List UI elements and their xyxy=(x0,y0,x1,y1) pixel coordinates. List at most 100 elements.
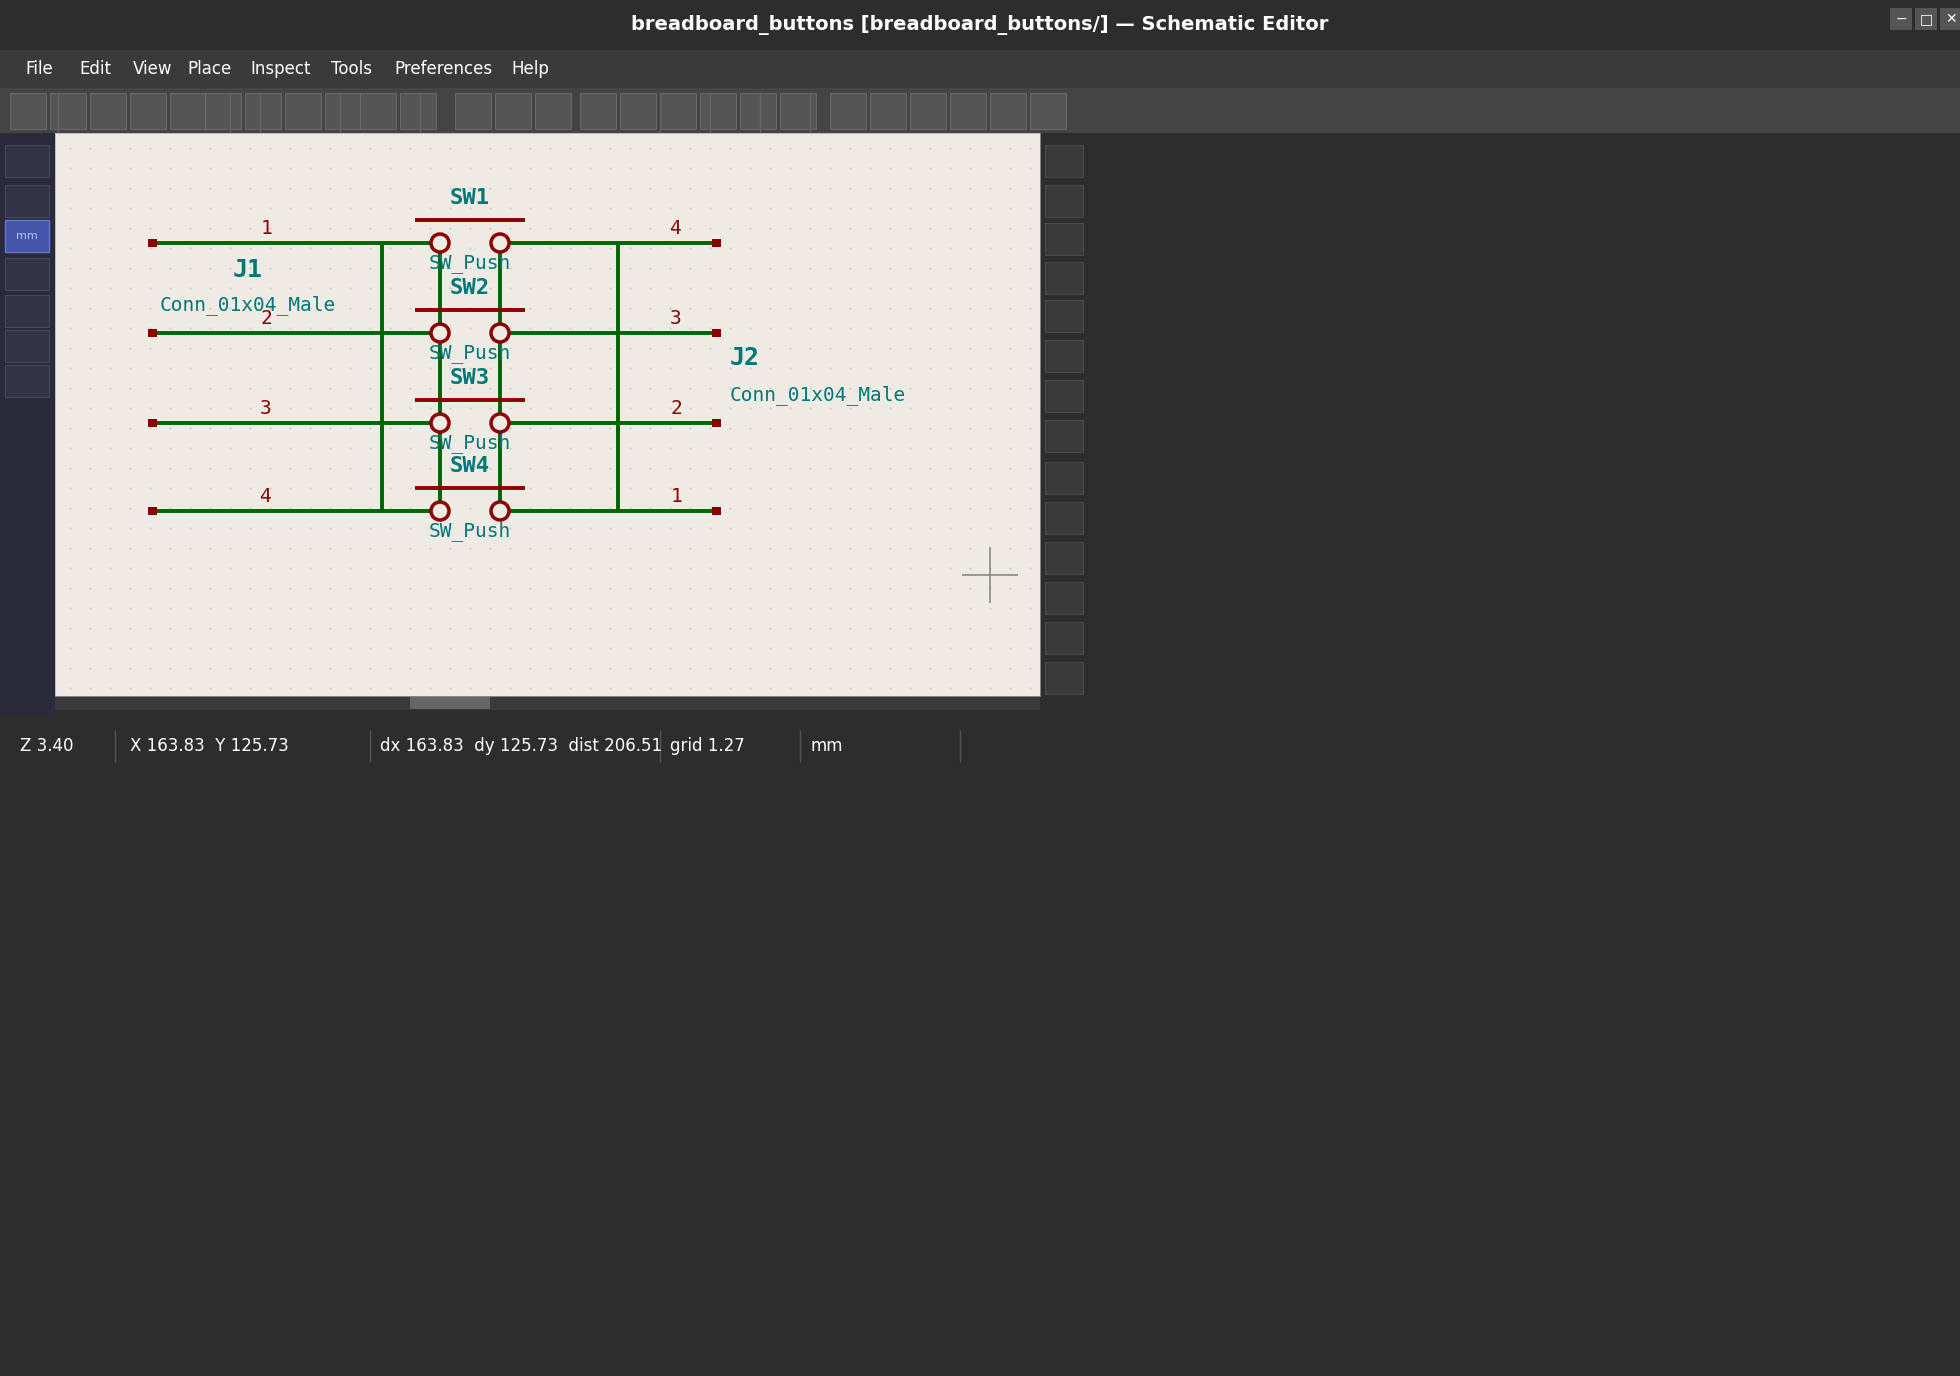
Text: J1: J1 xyxy=(233,259,263,282)
Bar xyxy=(780,94,815,129)
Text: Tools: Tools xyxy=(331,61,372,78)
Bar xyxy=(0,133,55,716)
Bar xyxy=(0,88,1960,136)
Bar xyxy=(10,94,45,129)
Bar xyxy=(410,698,490,709)
Bar xyxy=(1041,133,1090,696)
Text: 3: 3 xyxy=(261,399,272,418)
Text: Z 3.40: Z 3.40 xyxy=(20,738,74,755)
Bar xyxy=(284,94,321,129)
Bar xyxy=(171,94,206,129)
Bar xyxy=(129,94,167,129)
Text: dx 163.83  dy 125.73  dist 206.51: dx 163.83 dy 125.73 dist 206.51 xyxy=(380,738,662,755)
Text: 1: 1 xyxy=(670,487,682,506)
Text: grid 1.27: grid 1.27 xyxy=(670,738,745,755)
Text: Place: Place xyxy=(186,61,231,78)
Text: breadboard_buttons [breadboard_buttons/] — Schematic Editor: breadboard_buttons [breadboard_buttons/]… xyxy=(631,15,1329,34)
Bar xyxy=(90,94,125,129)
Bar xyxy=(1045,144,1084,178)
Bar xyxy=(6,294,49,327)
Text: SW_Push: SW_Push xyxy=(429,343,512,363)
Bar xyxy=(741,94,776,129)
Bar xyxy=(619,94,657,129)
Text: 1: 1 xyxy=(261,220,272,238)
Bar xyxy=(1045,462,1084,494)
Bar xyxy=(1940,8,1960,30)
Bar xyxy=(149,239,157,248)
Bar xyxy=(1045,223,1084,255)
Bar xyxy=(1045,662,1084,694)
Circle shape xyxy=(431,502,449,520)
Bar xyxy=(711,420,721,427)
Bar xyxy=(245,94,280,129)
Text: SW_Push: SW_Push xyxy=(429,522,512,541)
Text: 2: 2 xyxy=(261,310,272,329)
Text: File: File xyxy=(25,61,53,78)
Bar xyxy=(6,184,49,217)
Bar xyxy=(6,330,49,362)
Text: mm: mm xyxy=(809,738,843,755)
Bar xyxy=(1045,261,1084,294)
Bar xyxy=(400,94,435,129)
Bar xyxy=(711,506,721,515)
Text: J2: J2 xyxy=(729,345,760,370)
Text: Conn_01x04_Male: Conn_01x04_Male xyxy=(729,385,906,405)
Bar xyxy=(55,696,1041,710)
Circle shape xyxy=(492,323,510,343)
Bar xyxy=(1889,8,1913,30)
Bar xyxy=(1045,184,1084,217)
Bar xyxy=(0,0,1960,50)
Text: mm: mm xyxy=(16,231,37,241)
Bar xyxy=(0,727,1960,766)
Text: X 163.83  Y 125.73: X 163.83 Y 125.73 xyxy=(129,738,288,755)
Bar xyxy=(711,329,721,337)
Bar xyxy=(951,94,986,129)
Bar xyxy=(325,94,361,129)
Bar xyxy=(51,94,86,129)
Bar xyxy=(909,94,947,129)
Bar xyxy=(496,94,531,129)
Bar xyxy=(1045,542,1084,574)
Bar xyxy=(580,94,615,129)
Bar xyxy=(6,365,49,398)
Bar xyxy=(6,220,49,252)
Text: Edit: Edit xyxy=(78,61,112,78)
Text: View: View xyxy=(133,61,172,78)
Bar xyxy=(0,50,1960,88)
Text: −: − xyxy=(1895,12,1907,26)
Text: SW4: SW4 xyxy=(451,455,490,476)
Bar xyxy=(455,94,492,129)
Bar xyxy=(149,506,157,515)
Bar xyxy=(1031,94,1066,129)
Text: 4: 4 xyxy=(261,487,272,506)
Bar xyxy=(711,239,721,248)
Circle shape xyxy=(492,502,510,520)
Bar xyxy=(1041,133,1960,716)
Text: SW_Push: SW_Push xyxy=(429,433,512,453)
Bar xyxy=(1045,340,1084,372)
Text: SW2: SW2 xyxy=(451,278,490,299)
Text: ✕: ✕ xyxy=(1944,12,1956,26)
Bar xyxy=(1045,622,1084,654)
Text: SW_Push: SW_Push xyxy=(429,253,512,272)
Bar xyxy=(55,133,1041,696)
Bar xyxy=(661,94,696,129)
Bar xyxy=(829,94,866,129)
Text: 2: 2 xyxy=(670,399,682,418)
Bar xyxy=(149,329,157,337)
Bar xyxy=(1045,300,1084,332)
Bar xyxy=(361,94,396,129)
Bar xyxy=(535,94,570,129)
Circle shape xyxy=(492,234,510,252)
Text: □: □ xyxy=(1919,12,1933,26)
Bar xyxy=(1045,380,1084,411)
Text: Inspect: Inspect xyxy=(251,61,310,78)
Bar xyxy=(55,133,1041,696)
Text: 3: 3 xyxy=(670,310,682,329)
Text: Preferences: Preferences xyxy=(394,61,492,78)
Bar xyxy=(1915,8,1936,30)
Bar xyxy=(700,94,737,129)
Text: SW3: SW3 xyxy=(451,367,490,388)
Circle shape xyxy=(431,323,449,343)
Bar xyxy=(6,144,49,178)
